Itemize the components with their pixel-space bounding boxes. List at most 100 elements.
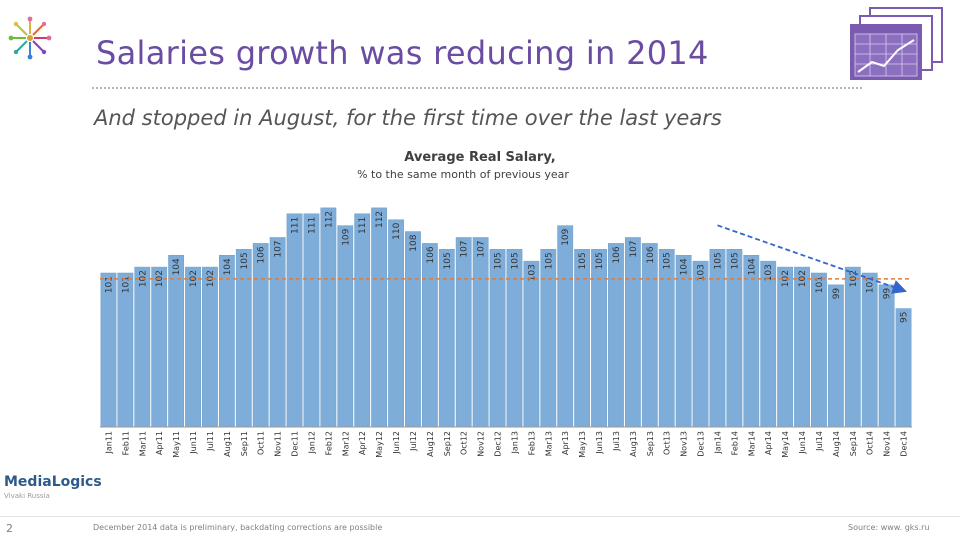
- data-label-Aug12: 106: [426, 246, 436, 263]
- chart-title: Average Real Salary,: [404, 150, 556, 165]
- tick-label-Sep11: Sep11: [240, 431, 249, 456]
- tick-label-Mar14: Mar14: [747, 431, 756, 456]
- bar-Nov12: [472, 237, 489, 428]
- data-label-Nov14: 99: [883, 288, 893, 300]
- data-label-Aug14: 99: [832, 288, 842, 300]
- trend-arrow: [717, 224, 907, 294]
- data-label-Jul12: 108: [409, 234, 419, 251]
- tick-label-Apr11: Apr11: [155, 431, 164, 455]
- data-label-Oct14: 101: [866, 276, 876, 293]
- bar-Jun13: [591, 249, 607, 428]
- header-divider: [92, 87, 862, 89]
- bar-Oct14: [861, 272, 878, 428]
- bar-Nov14: [878, 284, 895, 428]
- data-label-Jul13: 106: [612, 246, 622, 263]
- tick-label-Oct12: Oct12: [460, 431, 469, 455]
- bar-Aug13: [624, 237, 641, 428]
- page-subtitle: And stopped in August, for the first tim…: [94, 106, 722, 130]
- tick-label-Feb12: Feb12: [324, 431, 333, 455]
- data-label-Sep12: 105: [443, 252, 453, 269]
- bar-Mar12: [337, 225, 354, 428]
- medialogics-flower-logo: [8, 16, 52, 60]
- tick-label-Jan12: Jan12: [307, 431, 316, 455]
- page-title: Salaries growth was reducing in 2014: [96, 34, 709, 72]
- bar-Aug12: [421, 243, 438, 428]
- bar-Sep14: [844, 266, 861, 428]
- bar-Jun12: [388, 219, 404, 428]
- tick-label-Dec12: Dec12: [494, 431, 503, 457]
- data-label-Mar13: 105: [544, 252, 554, 269]
- data-label-Apr11: 102: [155, 270, 165, 287]
- bar-Jul12: [405, 231, 421, 428]
- tick-label-Oct11: Oct11: [257, 431, 266, 455]
- tick-label-Sep14: Sep14: [849, 431, 858, 456]
- footnote: December 2014 data is preliminary, backd…: [93, 523, 383, 532]
- tick-label-Apr12: Apr12: [358, 431, 367, 455]
- tick-label-Feb11: Feb11: [121, 431, 130, 455]
- bar-May14: [777, 266, 794, 428]
- bar-Jan13: [506, 249, 523, 428]
- bar-Jan11: [100, 272, 117, 428]
- data-label-Mar12: 109: [341, 228, 351, 245]
- bar-Mar13: [540, 249, 557, 428]
- chart-window-icon: [850, 7, 943, 80]
- tick-label-Nov14: Nov14: [883, 431, 892, 457]
- footer-divider: [0, 516, 960, 517]
- data-label-Oct12: 107: [460, 240, 470, 257]
- bar-Sep13: [641, 243, 658, 428]
- bar-Feb12: [320, 207, 337, 428]
- tick-label-Nov12: Nov12: [477, 431, 486, 457]
- tick-label-Oct14: Oct14: [866, 431, 875, 455]
- data-label-Jul14: 101: [815, 276, 825, 293]
- tick-label-Apr14: Apr14: [764, 431, 773, 455]
- brand-tagline: Vivaki Russia: [4, 492, 50, 500]
- tick-label-Aug11: Aug11: [223, 431, 232, 457]
- bar-Jul14: [811, 272, 827, 428]
- bar-Jun14: [794, 266, 810, 428]
- tick-label-Jan11: Jan11: [104, 431, 113, 455]
- tick-label-May13: May13: [578, 431, 587, 458]
- bar-May11: [168, 254, 185, 428]
- bar-Aug11: [218, 254, 235, 428]
- tick-label-Mar11: Mar11: [138, 431, 147, 456]
- tick-label-May12: May12: [375, 431, 384, 458]
- tick-label-Jul11: Jul11: [206, 431, 215, 452]
- data-label-Jun13: 105: [595, 252, 605, 269]
- bar-Sep11: [235, 249, 252, 428]
- data-label-Feb14: 105: [730, 252, 740, 269]
- tick-label-Apr13: Apr13: [561, 431, 570, 455]
- tick-label-Sep13: Sep13: [646, 431, 655, 456]
- bar-Nov11: [269, 237, 286, 428]
- tick-label-Feb13: Feb13: [527, 431, 536, 455]
- data-label-Dec13: 103: [697, 264, 707, 281]
- tick-label-Jul14: Jul14: [815, 431, 824, 452]
- data-label-Jan11: 101: [104, 276, 114, 293]
- bar-May12: [371, 207, 388, 428]
- tick-label-Aug14: Aug14: [832, 431, 841, 457]
- tick-label-Feb14: Feb14: [730, 431, 739, 455]
- bar-Apr11: [151, 266, 168, 428]
- data-label-Sep11: 105: [240, 252, 250, 269]
- tick-label-Dec14: Dec14: [900, 431, 909, 457]
- tick-label-Dec13: Dec13: [697, 431, 706, 457]
- bar-Dec13: [692, 260, 709, 428]
- data-label-Aug13: 107: [629, 240, 639, 257]
- tick-label-Nov11: Nov11: [274, 431, 283, 457]
- data-label-Jan12: 111: [307, 217, 317, 234]
- tick-label-Dec11: Dec11: [291, 431, 300, 457]
- bar-Jul13: [608, 243, 624, 428]
- data-label-Apr12: 111: [358, 217, 368, 234]
- bar-Jun11: [185, 266, 201, 428]
- data-label-Apr14: 103: [764, 264, 774, 281]
- bar-May13: [574, 249, 591, 428]
- data-label-Sep14: 102: [849, 270, 859, 287]
- bar-Apr12: [354, 213, 371, 428]
- data-label-Jan14: 105: [713, 252, 723, 269]
- bar-Mar14: [743, 254, 760, 428]
- data-label-Nov11: 107: [274, 240, 284, 257]
- bar-Feb14: [726, 249, 743, 428]
- tick-label-Jul13: Jul13: [612, 431, 621, 452]
- tick-label-Jun12: Jun12: [392, 431, 401, 455]
- brand-name: MediaLogics: [4, 474, 102, 490]
